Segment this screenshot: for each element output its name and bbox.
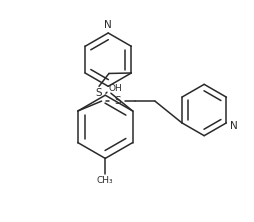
Text: N: N	[229, 121, 237, 131]
Text: CH₃: CH₃	[97, 176, 113, 185]
Text: N: N	[104, 20, 112, 30]
Text: S: S	[95, 88, 102, 98]
Text: S: S	[114, 96, 120, 106]
Text: OH: OH	[108, 84, 121, 93]
